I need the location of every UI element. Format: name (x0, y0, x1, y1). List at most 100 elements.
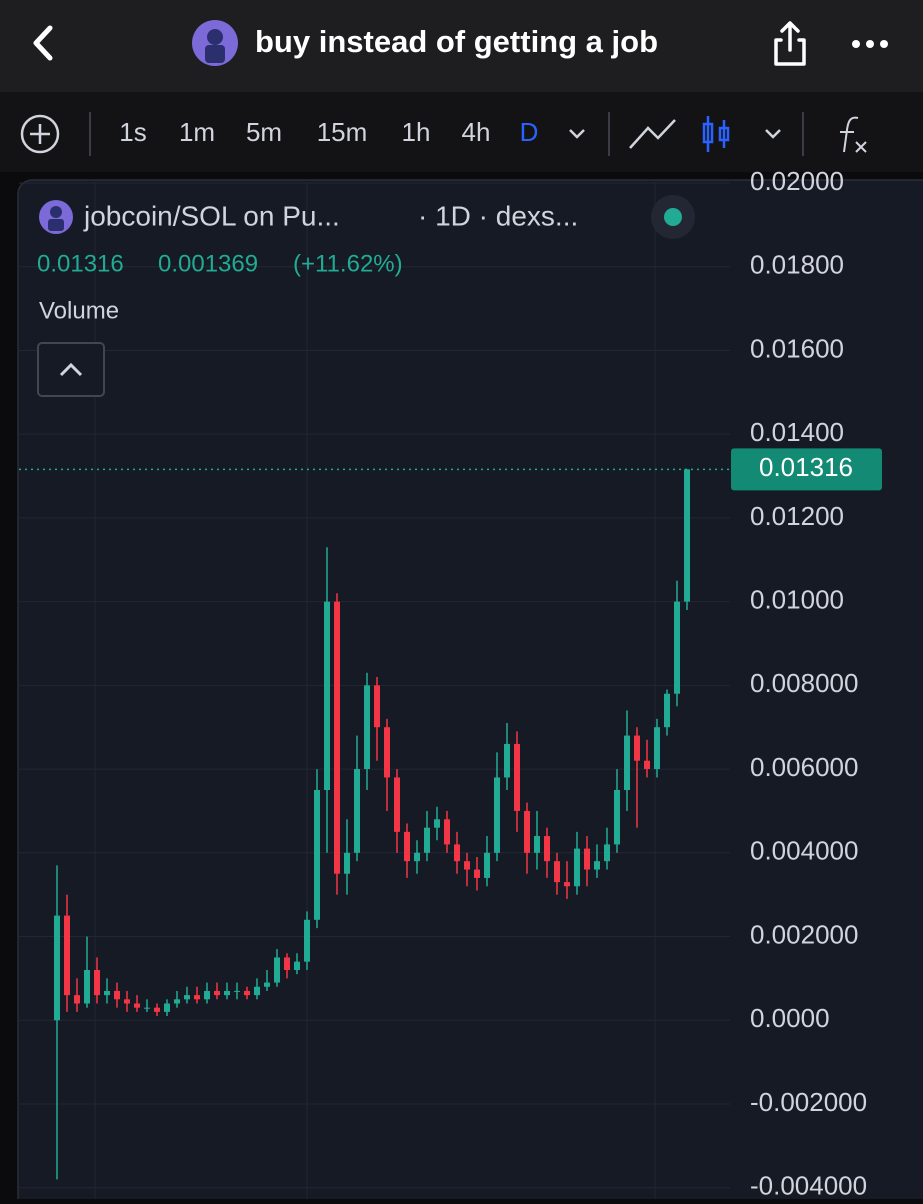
candle-body (554, 861, 560, 883)
candle-body (544, 836, 550, 862)
interval-button[interactable]: 4h (462, 117, 491, 147)
collapse-icon (59, 362, 83, 377)
symbol-name: jobcoin/SOL on Pu... (83, 200, 340, 231)
share-button[interactable] (774, 21, 806, 66)
more-button[interactable] (852, 40, 888, 48)
y-tick-label: 0.02000 (750, 166, 844, 196)
status-dot (664, 208, 682, 226)
page-title: buy instead of getting a job (255, 24, 658, 59)
interval-button[interactable]: 1s (119, 117, 146, 147)
avatar-figure (205, 45, 225, 63)
y-tick-label: 0.008000 (750, 668, 858, 698)
candle-body (94, 970, 100, 996)
candle-body (284, 957, 290, 971)
chart-type-dropdown[interactable] (765, 129, 781, 139)
y-tick-label: 0.006000 (750, 752, 858, 782)
symbol-interval: · 1D · dexs... (418, 200, 578, 231)
study-label: Volume (39, 297, 119, 324)
add-button[interactable] (20, 114, 60, 154)
candle-body (454, 844, 460, 862)
candle-body (344, 852, 350, 874)
candle-body (624, 735, 630, 791)
interval-button[interactable]: 15m (317, 117, 368, 147)
y-tick-label: -0.002000 (750, 1087, 867, 1117)
candle-body (524, 810, 530, 853)
candle-body (174, 999, 180, 1004)
candle-chart-button[interactable] (702, 116, 730, 152)
interval-button[interactable]: 1m (179, 117, 215, 147)
candle-body (504, 743, 510, 778)
candle-body (404, 831, 410, 862)
candle-body (184, 995, 190, 1000)
candle-body (394, 777, 400, 832)
candle-body (154, 1007, 160, 1012)
candle-body (74, 995, 80, 1004)
candle-body (474, 869, 480, 878)
symbol-avatar-figure (48, 219, 64, 231)
price-tag (731, 448, 882, 491)
candle-body (644, 760, 650, 770)
candle-body (634, 735, 640, 761)
candle-body (104, 990, 110, 996)
candle-body (324, 601, 330, 791)
candle-body (114, 990, 120, 1000)
candle-body (384, 727, 390, 778)
candle-body (424, 827, 430, 853)
symbol-avatar-figure (50, 206, 62, 218)
candle-body (684, 469, 690, 602)
interval-button[interactable]: 1h (402, 117, 431, 147)
candle-body (234, 990, 240, 992)
candle-body (204, 990, 210, 1000)
interval-button[interactable]: 5m (246, 117, 282, 147)
candle-body (564, 882, 570, 887)
candle-body (134, 1003, 140, 1008)
add-icon (30, 124, 50, 144)
candle-body (614, 790, 620, 845)
candle-body (164, 1003, 170, 1012)
candle-body (214, 990, 220, 996)
candle-body (124, 999, 130, 1004)
legend-change: 0.001369 (158, 250, 258, 277)
back-button[interactable] (33, 25, 53, 61)
candle-body (354, 769, 360, 853)
candle-body (224, 990, 230, 996)
candle-body (254, 986, 260, 996)
indicators-button[interactable] (840, 116, 867, 153)
y-tick-label: 0.01600 (750, 333, 844, 363)
candle-body (364, 685, 370, 770)
interval-dropdown[interactable] (569, 129, 585, 139)
y-tick-label: 0.01000 (750, 584, 844, 614)
candle-body (264, 982, 270, 987)
y-tick-label: 0.01800 (750, 250, 844, 280)
candle-body (574, 848, 580, 887)
price-tag-label: 0.01316 (759, 452, 853, 482)
candle-body (194, 995, 200, 1000)
candle-body (594, 861, 600, 870)
y-tick-label: -0.004000 (750, 1171, 867, 1199)
y-tick-label: 0.004000 (750, 836, 858, 866)
candle-body (414, 852, 420, 862)
candle-body (374, 685, 380, 728)
y-tick-label: 0.002000 (750, 919, 858, 949)
y-tick-label: 0.01200 (750, 501, 844, 531)
candle-body (674, 601, 680, 694)
candle-body (294, 961, 300, 971)
candle-body (494, 777, 500, 853)
legend-close: 0.01316 (37, 250, 124, 277)
candle-body (274, 957, 280, 983)
collapse-button[interactable] (37, 342, 105, 397)
candle-body (584, 848, 590, 870)
interval-button[interactable]: D (520, 117, 539, 147)
candle-body (664, 693, 670, 728)
candle-body (534, 836, 540, 853)
candle-body (604, 844, 610, 862)
candle-body (334, 601, 340, 874)
y-tick-label: 0.01400 (750, 417, 844, 447)
legend-change-pct: (+11.62%) (293, 250, 403, 277)
candle-body (654, 727, 660, 770)
candle-body (464, 861, 470, 870)
candle-body (64, 915, 70, 996)
line-chart-button[interactable] (629, 119, 676, 149)
candle-body (54, 915, 60, 1021)
